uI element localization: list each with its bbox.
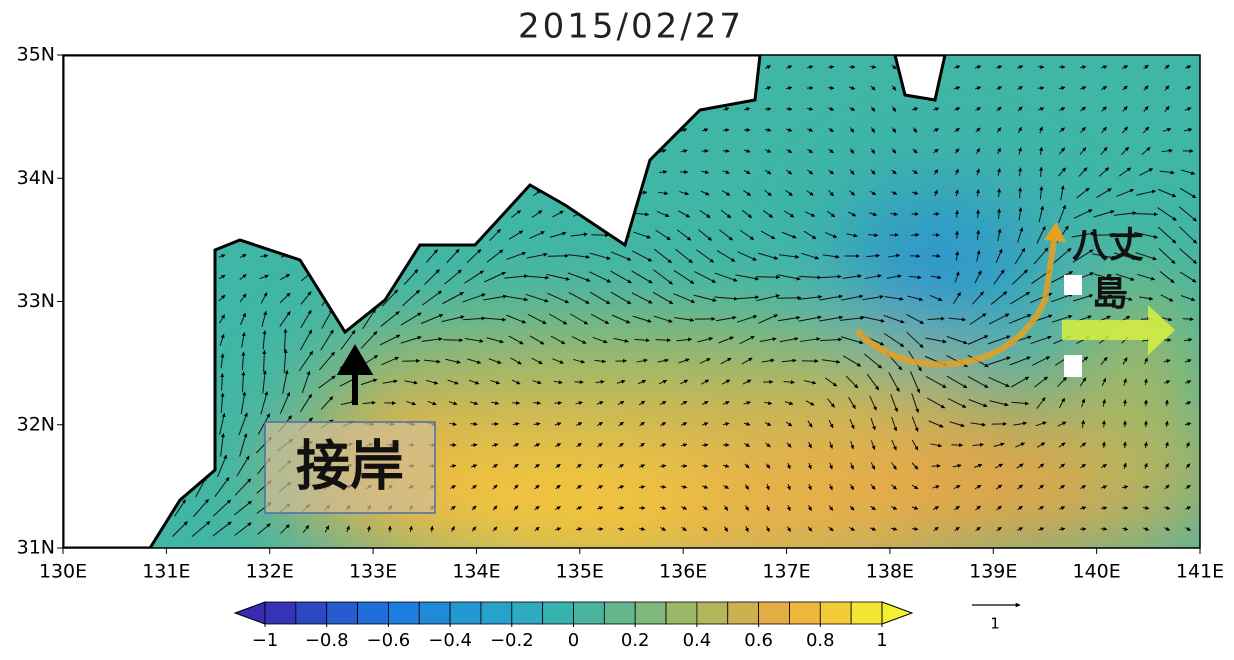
y-tick-label: 32N	[17, 413, 55, 435]
x-tick-label: 137E	[762, 561, 810, 583]
vector	[978, 210, 979, 218]
colorbar-label: 0	[568, 630, 579, 651]
y-tick-label: 33N	[17, 290, 55, 312]
colorbar-label: 0.6	[744, 630, 773, 651]
colorbar: −1 −0.8 −0.6 −0.4 −0.2 0 0.2 0.4 0.6 0.8 1	[235, 602, 912, 651]
colorbar-cell	[851, 602, 882, 624]
island	[1064, 355, 1082, 377]
vector	[1125, 442, 1126, 448]
colorbar-end	[235, 602, 265, 624]
reference-label: 1	[990, 615, 1000, 633]
x-tick-label: 130E	[39, 561, 87, 583]
colorbar-cell	[728, 602, 759, 624]
colorbar-label: −0.2	[490, 630, 534, 651]
colorbar-label: −0.4	[428, 630, 472, 651]
x-tick-label: 141E	[1176, 561, 1224, 583]
annotation-approach: 接岸	[296, 435, 404, 498]
colorbar-cell	[450, 602, 481, 624]
vector	[554, 403, 561, 404]
colorbar-cell	[789, 602, 820, 624]
colorbar-label: 0.8	[806, 630, 835, 651]
vector	[402, 361, 419, 362]
vector	[1104, 421, 1105, 428]
map-title: 2015/02/27	[518, 7, 744, 47]
colorbar-cell	[358, 602, 389, 624]
x-tick-label: 140E	[1072, 561, 1120, 583]
y-tick-label: 31N	[17, 537, 55, 559]
x-tick-label: 138E	[866, 561, 914, 583]
vector	[533, 403, 540, 404]
x-tick-label: 131E	[142, 561, 190, 583]
x-tick-label: 136E	[659, 561, 707, 583]
vector	[951, 445, 962, 446]
x-tick-label: 134E	[452, 561, 500, 583]
y-tick-label: 34N	[17, 167, 55, 189]
colorbar-label: −0.8	[305, 630, 349, 651]
annotation-island: 島	[1092, 273, 1128, 314]
vector	[723, 151, 729, 152]
y-tick-label: 35N	[17, 44, 55, 66]
colorbar-label: −0.6	[367, 630, 411, 651]
colorbar-cell	[574, 602, 605, 624]
vector	[547, 256, 568, 257]
colorbar-cell	[543, 602, 574, 624]
x-tick-label: 139E	[969, 561, 1017, 583]
colorbar-cell	[635, 602, 666, 624]
x-tick-label: 133E	[349, 561, 397, 583]
colorbar-cell	[759, 602, 790, 624]
colorbar-label: 0.4	[683, 630, 712, 651]
colorbar-cell	[388, 602, 419, 624]
vector	[932, 256, 940, 257]
vector	[591, 235, 608, 236]
colorbar-label: 0.2	[621, 630, 650, 651]
colorbar-end	[882, 602, 912, 624]
vector	[777, 298, 801, 299]
colorbar-label: 1	[876, 630, 887, 651]
x-tick-label: 135E	[556, 561, 604, 583]
vector	[765, 109, 771, 110]
colorbar-cell	[327, 602, 358, 624]
annotation-island: 八丈	[1072, 225, 1144, 266]
colorbar-cell	[419, 602, 450, 624]
colorbar-cell	[512, 602, 543, 624]
vector	[1038, 88, 1044, 89]
ocean-field	[63, 55, 1230, 600]
colorbar-cell	[697, 602, 728, 624]
colorbar-cell	[296, 602, 327, 624]
colorbar-cell	[481, 602, 512, 624]
colorbar-cell	[265, 602, 296, 624]
colorbar-cell	[604, 602, 635, 624]
vector	[656, 340, 671, 341]
x-tick-label: 132E	[246, 561, 294, 583]
colorbar-label: −1	[252, 630, 279, 651]
colorbar-cell	[666, 602, 697, 624]
colorbar-cell	[820, 602, 851, 624]
island	[1064, 275, 1082, 295]
